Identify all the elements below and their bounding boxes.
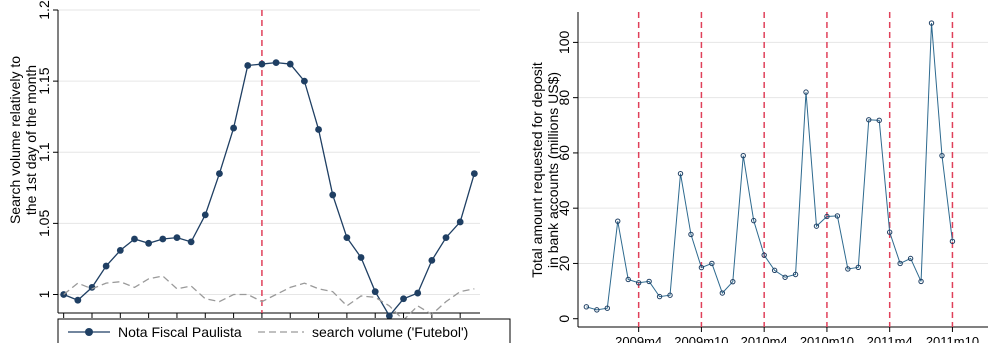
data-point-deposit-amount bbox=[897, 260, 903, 267]
data-point-deposit-amount bbox=[782, 274, 788, 280]
data-point-deposit-amount bbox=[855, 264, 862, 271]
data-point-nota-fiscal-paulista bbox=[343, 234, 351, 242]
data-point-nota-fiscal-paulista bbox=[187, 238, 195, 246]
data-point-deposit-amount bbox=[792, 271, 799, 278]
data-point-nota-fiscal-paulista bbox=[442, 234, 450, 242]
x-tick-label: 2009m4 bbox=[615, 334, 662, 343]
data-point-nota-fiscal-paulista bbox=[315, 126, 322, 133]
legend-label-futebol: search volume ('Futebol') bbox=[312, 324, 468, 340]
legend-box bbox=[57, 318, 511, 343]
data-point-deposit-amount bbox=[719, 290, 726, 296]
legend-label-nota-fiscal-paulista: Nota Fiscal Paulista bbox=[118, 324, 242, 340]
data-point-nota-fiscal-paulista bbox=[385, 312, 393, 320]
data-point-nota-fiscal-paulista bbox=[456, 218, 464, 226]
x-tick-label: 2010m10 bbox=[800, 334, 854, 343]
data-point-deposit-amount bbox=[939, 152, 945, 159]
y-tick-label: 60 bbox=[556, 145, 572, 161]
data-point-deposit-amount bbox=[949, 238, 956, 245]
x-tick-label: 2009m10 bbox=[674, 334, 728, 343]
data-point-nota-fiscal-paulista bbox=[329, 191, 337, 199]
data-point-nota-fiscal-paulista bbox=[201, 211, 209, 219]
series-line-deposit-amount bbox=[586, 23, 953, 311]
y-tick-label: 1.05 bbox=[36, 210, 52, 237]
left-chart: 11.051.11.151.21357911131517192123252729… bbox=[7, 0, 511, 343]
data-point-nota-fiscal-paulista bbox=[173, 234, 181, 242]
data-point-deposit-amount bbox=[625, 276, 631, 283]
y-tick-label: 80 bbox=[556, 90, 572, 106]
data-point-nota-fiscal-paulista bbox=[88, 283, 96, 291]
y-axis-title-line: Search volume relatively to bbox=[7, 56, 23, 224]
data-point-nota-fiscal-paulista bbox=[272, 59, 280, 67]
data-point-nota-fiscal-paulista bbox=[428, 256, 436, 264]
data-point-nota-fiscal-paulista bbox=[102, 262, 110, 270]
data-point-nota-fiscal-paulista bbox=[159, 235, 167, 243]
y-tick-label: 40 bbox=[556, 200, 572, 216]
data-point-deposit-amount bbox=[813, 223, 820, 229]
data-point-deposit-amount bbox=[751, 217, 757, 224]
data-point-deposit-amount bbox=[656, 293, 663, 300]
y-tick-label: 1.2 bbox=[36, 0, 52, 20]
data-point-deposit-amount bbox=[698, 264, 705, 271]
x-tick-label: 2010m4 bbox=[741, 334, 788, 343]
series-line-futebol bbox=[63, 275, 475, 322]
data-point-nota-fiscal-paulista bbox=[216, 170, 223, 177]
data-point-deposit-amount bbox=[771, 267, 778, 274]
data-point-deposit-amount bbox=[907, 255, 914, 262]
data-point-nota-fiscal-paulista bbox=[244, 62, 252, 69]
data-point-deposit-amount bbox=[583, 304, 590, 310]
data-point-deposit-amount bbox=[604, 305, 610, 311]
data-point-deposit-amount bbox=[834, 213, 841, 219]
data-point-deposit-amount bbox=[667, 292, 673, 298]
data-point-deposit-amount bbox=[824, 213, 830, 220]
data-point-nota-fiscal-paulista bbox=[116, 247, 124, 254]
data-point-deposit-amount bbox=[876, 117, 882, 124]
data-point-deposit-amount bbox=[677, 170, 684, 177]
legend-marker-nota-fiscal-paulista bbox=[85, 328, 93, 336]
data-point-deposit-amount bbox=[688, 231, 694, 238]
series-line-nota-fiscal-paulista bbox=[63, 61, 475, 317]
data-point-deposit-amount bbox=[740, 152, 746, 159]
data-point-deposit-amount bbox=[928, 20, 935, 26]
data-point-nota-fiscal-paulista bbox=[400, 295, 407, 303]
data-point-nota-fiscal-paulista bbox=[301, 77, 308, 85]
y-axis-title-line: the 1st day of the month bbox=[23, 65, 39, 215]
data-point-nota-fiscal-paulista bbox=[145, 239, 153, 247]
y-axis-title-line: in bank accounts (millions US$) bbox=[545, 72, 561, 268]
data-point-nota-fiscal-paulista bbox=[74, 296, 82, 304]
data-point-deposit-amount bbox=[866, 117, 872, 123]
y-tick-label: 20 bbox=[556, 255, 572, 271]
y-tick-label: 1 bbox=[36, 290, 52, 298]
data-point-deposit-amount bbox=[886, 229, 893, 235]
data-point-deposit-amount bbox=[845, 266, 851, 272]
data-point-deposit-amount bbox=[615, 218, 621, 224]
data-point-nota-fiscal-paulista bbox=[230, 124, 237, 132]
right-chart: 0 20 40 60 80 100 2009m4 2009m10 2010m4 2010m10 20… bbox=[529, 12, 988, 343]
x-tick-label: 2011m4 bbox=[867, 334, 913, 343]
data-point-deposit-amount bbox=[918, 278, 924, 285]
data-point-nota-fiscal-paulista bbox=[286, 60, 294, 68]
y-tick-label: 1.1 bbox=[36, 142, 52, 162]
x-tick-label: 2011m10 bbox=[926, 334, 979, 343]
data-point-nota-fiscal-paulista bbox=[357, 254, 365, 261]
data-point-deposit-amount bbox=[761, 252, 767, 258]
data-point-deposit-amount bbox=[646, 278, 652, 285]
y-tick-label: 0 bbox=[556, 315, 572, 323]
data-point-deposit-amount bbox=[635, 280, 642, 286]
data-point-nota-fiscal-paulista bbox=[371, 288, 379, 296]
data-point-deposit-amount bbox=[594, 307, 600, 313]
data-point-nota-fiscal-paulista bbox=[470, 170, 478, 177]
data-point-deposit-amount bbox=[709, 260, 715, 267]
y-axis-title-line: Total amount requested for deposit bbox=[529, 62, 545, 278]
y-tick-label: 1.15 bbox=[36, 67, 52, 94]
data-point-nota-fiscal-paulista bbox=[414, 289, 422, 297]
data-point-deposit-amount bbox=[730, 278, 736, 285]
data-point-nota-fiscal-paulista bbox=[258, 60, 266, 68]
y-tick-label: 100 bbox=[556, 31, 572, 55]
data-point-nota-fiscal-paulista bbox=[131, 235, 138, 243]
data-point-deposit-amount bbox=[803, 89, 809, 95]
